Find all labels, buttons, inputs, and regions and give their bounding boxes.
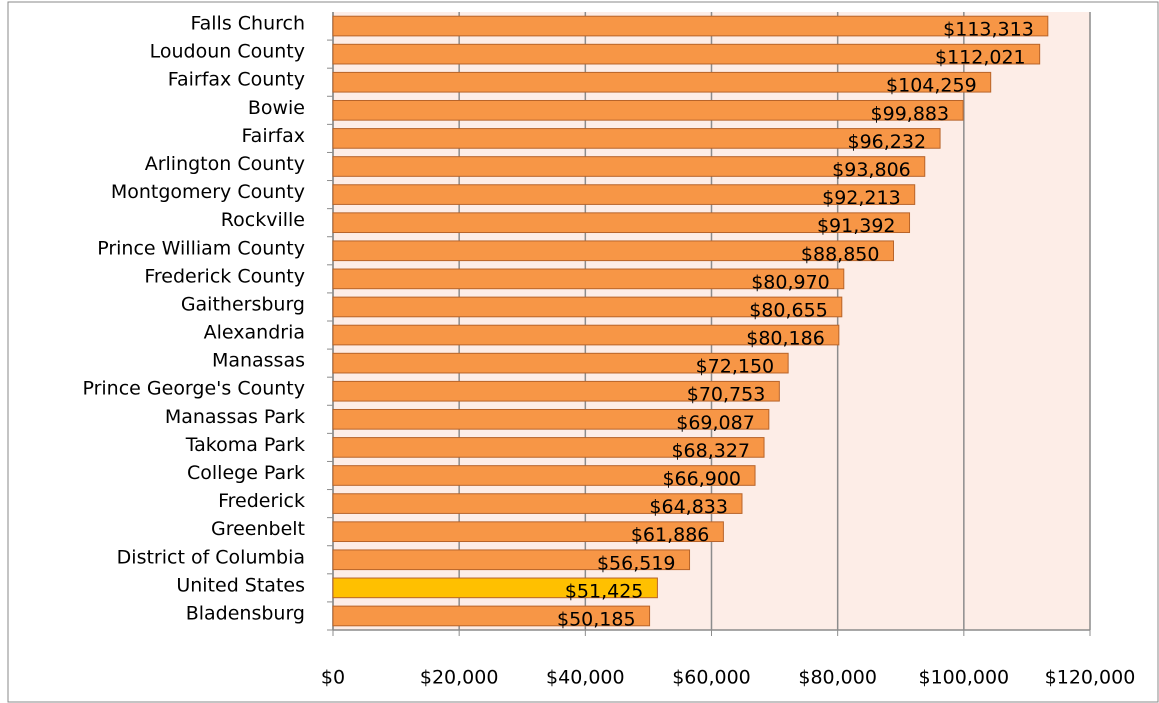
y-tick-label: Greenbelt (211, 518, 305, 540)
y-tick-label: Alexandria (204, 322, 305, 344)
x-tick-label: $60,000 (672, 667, 751, 689)
value-label: $91,392 (817, 215, 896, 237)
x-tick-label: $80,000 (798, 667, 877, 689)
bar (332, 437, 765, 458)
value-label: $112,021 (935, 47, 1026, 69)
y-tick-label: Manassas (212, 350, 305, 372)
bar (332, 380, 780, 402)
bar (332, 268, 845, 290)
y-tick-label: Fairfax (242, 125, 306, 147)
value-label: $80,970 (751, 271, 830, 293)
bar (332, 521, 724, 543)
y-tick-label: Takoma Park (185, 434, 305, 456)
bar (332, 15, 1049, 37)
value-label: $80,186 (746, 328, 825, 350)
y-tick-label: Frederick (218, 490, 305, 512)
value-label: $69,087 (676, 412, 755, 434)
y-tick-label: Fairfax County (168, 69, 305, 91)
x-tick-label: $20,000 (420, 667, 499, 689)
value-label: $96,232 (847, 131, 926, 153)
value-label: $80,655 (749, 299, 828, 321)
bar (332, 324, 840, 346)
bar (332, 212, 911, 234)
y-tick-label: Prince William County (97, 237, 305, 259)
value-label: $70,753 (687, 384, 766, 406)
y-tick-label: Loudoun County (150, 41, 305, 63)
x-tick-label: $0 (321, 667, 345, 689)
value-label: $64,833 (649, 496, 728, 518)
value-label: $93,806 (832, 159, 911, 181)
bar (332, 605, 651, 627)
bar (332, 156, 926, 177)
y-tick-label: Arlington County (145, 153, 305, 175)
bar (332, 296, 843, 318)
value-label: $88,850 (801, 243, 880, 265)
value-label: $99,883 (871, 103, 950, 125)
y-tick-label: Falls Church (190, 13, 305, 35)
y-tick-label: United States (176, 574, 305, 596)
y-tick-label: Bladensburg (186, 602, 305, 624)
bar (332, 240, 894, 262)
bar (332, 128, 941, 149)
y-tick-label: Frederick County (144, 265, 305, 287)
value-label: $92,213 (822, 187, 901, 209)
y-tick-label: Manassas Park (165, 406, 305, 428)
bar (332, 408, 770, 430)
x-tick-label: $40,000 (546, 667, 625, 689)
y-tick-label: Rockville (221, 209, 305, 231)
value-label: $113,313 (943, 19, 1034, 41)
bar (332, 465, 756, 486)
value-label: $56,519 (597, 552, 676, 574)
value-label: $66,900 (662, 468, 741, 490)
y-tick-label: Gaithersburg (181, 293, 305, 315)
value-label: $51,425 (565, 580, 644, 602)
x-tick-label: $100,000 (918, 667, 1009, 689)
y-tick-label: District of Columbia (117, 546, 305, 568)
bar (332, 493, 743, 514)
bar (332, 352, 789, 374)
bar (332, 549, 691, 571)
value-label: $72,150 (696, 356, 775, 378)
y-tick-label: Bowie (248, 97, 305, 119)
bar (332, 43, 1041, 65)
value-label: $68,327 (671, 440, 750, 462)
value-label: $104,259 (886, 75, 977, 97)
bar (332, 71, 992, 93)
bar (332, 99, 964, 121)
value-label: $50,185 (557, 608, 636, 630)
value-label: $61,886 (631, 524, 710, 546)
bar (332, 184, 916, 205)
bar (332, 577, 658, 599)
y-tick-label: Prince George's County (82, 378, 305, 400)
y-tick-label: Montgomery County (111, 181, 305, 203)
y-tick-label: College Park (187, 462, 305, 484)
x-tick-label: $120,000 (1045, 667, 1136, 689)
